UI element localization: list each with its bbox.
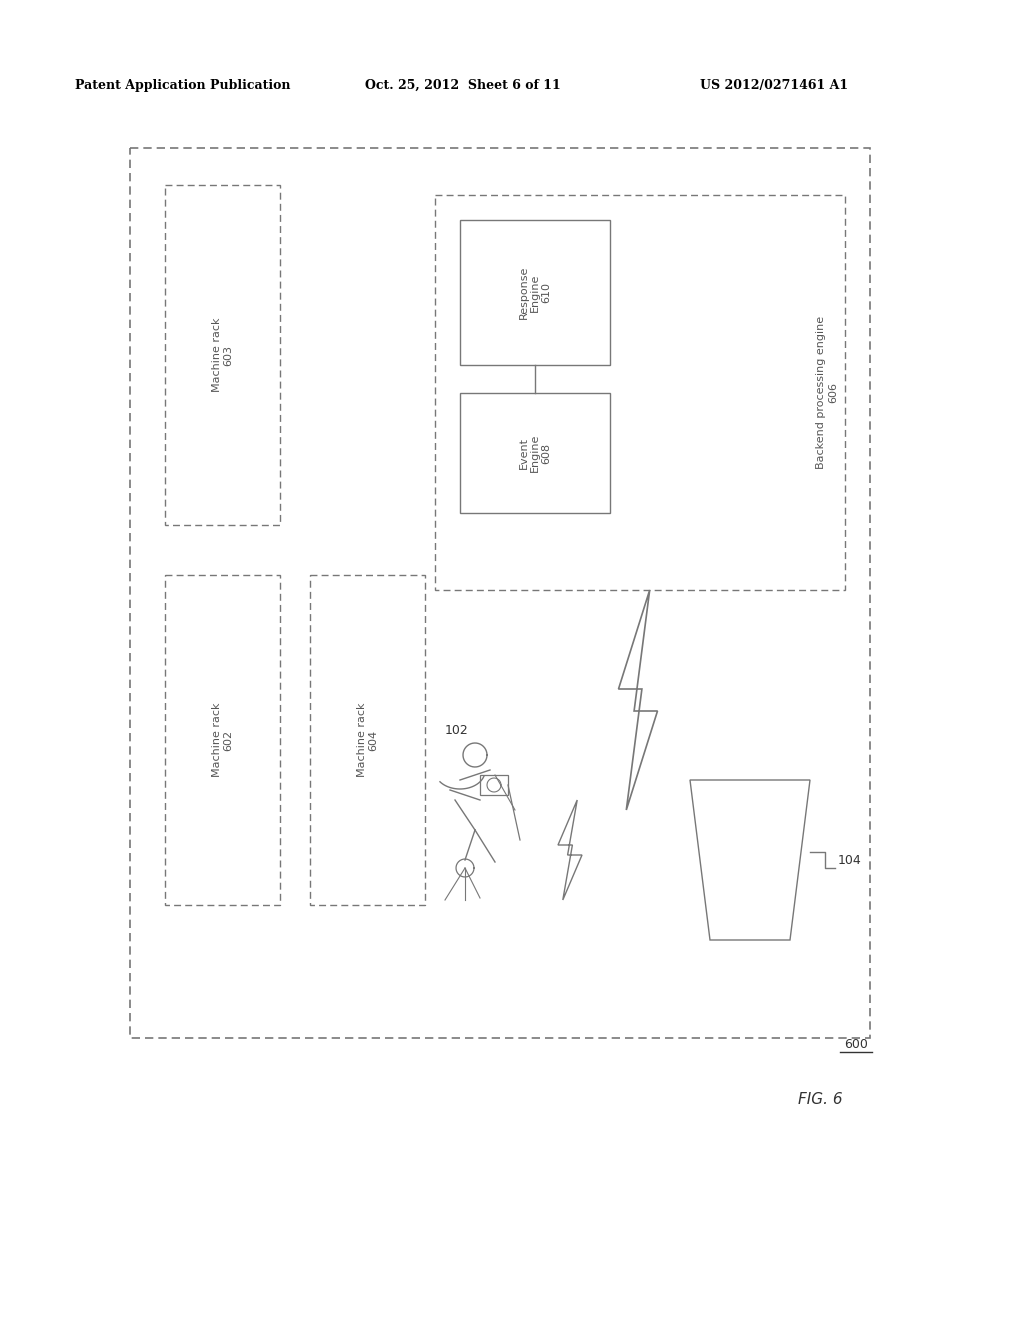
Text: 600: 600 [844,1039,868,1052]
Polygon shape [558,800,582,900]
Bar [310,576,425,906]
Text: Backend processing engine
606: Backend processing engine 606 [816,315,838,469]
Text: Machine rack
603: Machine rack 603 [212,318,233,392]
Text: Machine rack
604: Machine rack 604 [356,702,378,777]
Text: Event
Engine
608: Event Engine 608 [518,434,552,473]
Bar [165,576,280,906]
Polygon shape [618,590,657,810]
Text: Oct. 25, 2012  Sheet 6 of 11: Oct. 25, 2012 Sheet 6 of 11 [365,78,561,91]
Text: 104: 104 [838,854,862,866]
Bar [460,220,610,366]
Bar [460,393,610,513]
Bar [480,775,508,795]
Text: 102: 102 [445,723,469,737]
Polygon shape [690,780,810,940]
Text: FIG. 6: FIG. 6 [798,1093,843,1107]
Bar [130,148,870,1038]
Text: Patent Application Publication: Patent Application Publication [75,78,291,91]
Text: US 2012/0271461 A1: US 2012/0271461 A1 [700,78,848,91]
Bar [435,195,845,590]
Bar [165,185,280,525]
Text: Response
Engine
610: Response Engine 610 [518,265,552,319]
Text: Machine rack
602: Machine rack 602 [212,702,233,777]
